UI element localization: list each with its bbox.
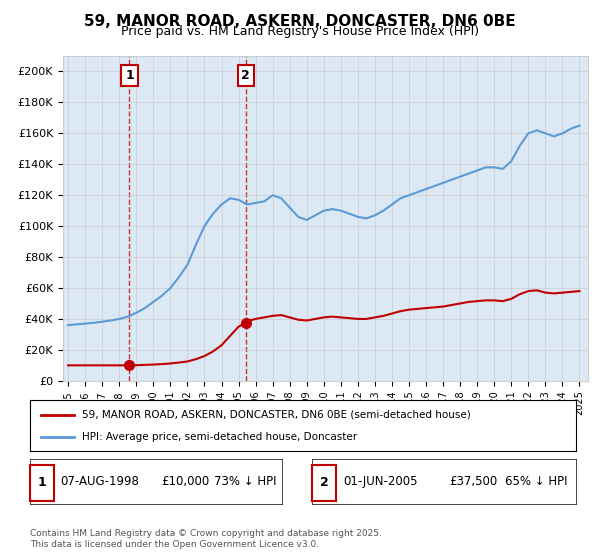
Text: 59, MANOR ROAD, ASKERN, DONCASTER, DN6 0BE: 59, MANOR ROAD, ASKERN, DONCASTER, DN6 0… [84,14,516,29]
Text: 65% ↓ HPI: 65% ↓ HPI [505,475,567,488]
Text: 2: 2 [320,477,328,489]
Text: 1: 1 [38,477,46,489]
Text: 1: 1 [125,69,134,82]
Text: £37,500: £37,500 [449,475,497,488]
Text: £10,000: £10,000 [161,475,209,488]
Text: 07-AUG-1998: 07-AUG-1998 [60,475,139,488]
Text: 01-JUN-2005: 01-JUN-2005 [344,475,418,488]
Text: Contains HM Land Registry data © Crown copyright and database right 2025.
This d: Contains HM Land Registry data © Crown c… [30,529,382,549]
Text: HPI: Average price, semi-detached house, Doncaster: HPI: Average price, semi-detached house,… [82,432,357,442]
Text: Price paid vs. HM Land Registry's House Price Index (HPI): Price paid vs. HM Land Registry's House … [121,25,479,38]
Text: 59, MANOR ROAD, ASKERN, DONCASTER, DN6 0BE (semi-detached house): 59, MANOR ROAD, ASKERN, DONCASTER, DN6 0… [82,409,470,419]
Text: 73% ↓ HPI: 73% ↓ HPI [214,475,277,488]
Text: 2: 2 [241,69,250,82]
